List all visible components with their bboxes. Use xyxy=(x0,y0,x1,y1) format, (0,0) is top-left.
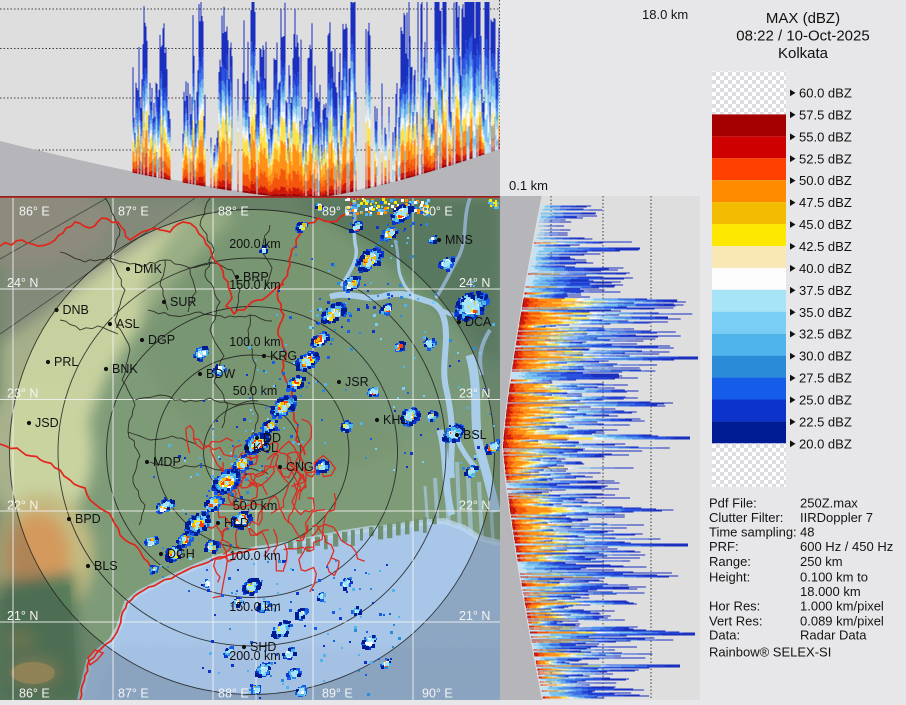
svg-text:08:22 / 10-Oct-2025: 08:22 / 10-Oct-2025 xyxy=(736,28,869,45)
svg-text:KOL: KOL xyxy=(253,441,278,455)
svg-text:47.5 dBZ: 47.5 dBZ xyxy=(799,195,852,210)
svg-text:52.5 dBZ: 52.5 dBZ xyxy=(799,151,852,166)
svg-text:MDP: MDP xyxy=(153,455,181,469)
svg-text:150.0 km: 150.0 km xyxy=(229,278,280,292)
svg-text:18.000 km: 18.000 km xyxy=(800,584,861,599)
svg-text:ASL: ASL xyxy=(116,317,140,331)
svg-text:57.5 dBZ: 57.5 dBZ xyxy=(799,107,852,122)
svg-text:86° E: 86° E xyxy=(19,205,50,219)
svg-text:24° N: 24° N xyxy=(7,276,38,290)
svg-text:35.0 dBZ: 35.0 dBZ xyxy=(799,305,852,320)
svg-text:DGP: DGP xyxy=(148,333,175,347)
svg-text:25.0 dBZ: 25.0 dBZ xyxy=(799,393,852,408)
svg-text:22° N: 22° N xyxy=(459,499,490,513)
svg-text:18.0 km: 18.0 km xyxy=(642,7,688,22)
svg-text:86° E: 86° E xyxy=(19,687,50,701)
svg-text:Hor Res:: Hor Res: xyxy=(709,599,760,614)
svg-text:100.0 km: 100.0 km xyxy=(229,549,280,563)
svg-text:40.0 dBZ: 40.0 dBZ xyxy=(799,261,852,276)
svg-text:DD: DD xyxy=(263,431,281,445)
svg-text:DCA: DCA xyxy=(465,315,492,329)
svg-text:87° E: 87° E xyxy=(118,205,149,219)
svg-text:600 Hz / 450 Hz: 600 Hz / 450 Hz xyxy=(800,539,893,554)
svg-text:88° E: 88° E xyxy=(218,205,249,219)
svg-text:250Z.max: 250Z.max xyxy=(800,496,858,511)
svg-text:0.1 km: 0.1 km xyxy=(509,178,548,193)
svg-text:21° N: 21° N xyxy=(459,609,490,623)
svg-text:100.0 km: 100.0 km xyxy=(229,335,280,349)
svg-text:45.0 dBZ: 45.0 dBZ xyxy=(799,217,852,232)
svg-text:42.5 dBZ: 42.5 dBZ xyxy=(799,239,852,254)
svg-text:1.000 km/pixel: 1.000 km/pixel xyxy=(800,599,884,614)
svg-text:BSL: BSL xyxy=(463,428,487,442)
svg-text:27.5 dBZ: 27.5 dBZ xyxy=(799,371,852,386)
svg-text:87° E: 87° E xyxy=(118,687,149,701)
svg-text:MNS: MNS xyxy=(445,233,473,247)
svg-text:Rainbow® SELEX-SI: Rainbow® SELEX-SI xyxy=(709,645,831,660)
svg-text:23° N: 23° N xyxy=(459,387,490,401)
svg-text:DNB: DNB xyxy=(63,303,89,317)
svg-text:24° N: 24° N xyxy=(459,276,490,290)
svg-text:50.0 km: 50.0 km xyxy=(233,384,277,398)
svg-text:37.5 dBZ: 37.5 dBZ xyxy=(799,283,852,298)
svg-text:22.5 dBZ: 22.5 dBZ xyxy=(799,415,852,430)
svg-text:60.0 dBZ: 60.0 dBZ xyxy=(799,86,852,101)
svg-text:BNK: BNK xyxy=(112,362,138,376)
svg-text:88° E: 88° E xyxy=(218,687,249,701)
svg-text:90° E: 90° E xyxy=(422,205,453,219)
svg-text:200.0 km: 200.0 km xyxy=(229,237,280,251)
svg-text:MAX (dBZ): MAX (dBZ) xyxy=(766,10,840,27)
svg-text:200.0 km: 200.0 km xyxy=(229,649,280,663)
svg-text:Height:: Height: xyxy=(709,570,750,585)
svg-text:PRF:: PRF: xyxy=(709,539,739,554)
svg-text:89° E: 89° E xyxy=(322,205,353,219)
svg-text:50.0 dBZ: 50.0 dBZ xyxy=(799,173,852,188)
svg-text:BLS: BLS xyxy=(94,559,118,573)
svg-text:22° N: 22° N xyxy=(7,499,38,513)
svg-text:IIRDoppler 7: IIRDoppler 7 xyxy=(800,510,873,525)
svg-text:Clutter Filter:: Clutter Filter: xyxy=(709,510,783,525)
svg-text:0.089 km/pixel: 0.089 km/pixel xyxy=(800,614,884,629)
svg-text:JSD: JSD xyxy=(35,416,59,430)
svg-text:SHD: SHD xyxy=(250,640,276,654)
svg-text:21° N: 21° N xyxy=(7,609,38,623)
svg-text:30.0 dBZ: 30.0 dBZ xyxy=(799,349,852,364)
svg-text:Kolkata: Kolkata xyxy=(778,45,829,62)
svg-text:90° E: 90° E xyxy=(422,687,453,701)
svg-text:Data:: Data: xyxy=(709,628,740,643)
svg-text:89° E: 89° E xyxy=(322,687,353,701)
svg-text:0.100 km to: 0.100 km to xyxy=(800,570,868,585)
svg-text:DGH: DGH xyxy=(167,547,195,561)
svg-text:50.0 km: 50.0 km xyxy=(233,499,277,513)
svg-text:Vert Res:: Vert Res: xyxy=(709,614,762,629)
svg-text:BPD: BPD xyxy=(75,512,101,526)
svg-text:55.0 dBZ: 55.0 dBZ xyxy=(799,129,852,144)
svg-text:20.0 dBZ: 20.0 dBZ xyxy=(799,436,852,451)
svg-text:BRP: BRP xyxy=(243,270,269,284)
svg-text:150.0 km: 150.0 km xyxy=(229,600,280,614)
svg-text:JSR: JSR xyxy=(345,375,369,389)
svg-text:SUR: SUR xyxy=(170,295,196,309)
svg-text:Time sampling:: Time sampling: xyxy=(709,525,797,540)
svg-text:KRG: KRG xyxy=(270,349,297,363)
svg-text:KHL: KHL xyxy=(383,413,407,427)
svg-text:Pdf File:: Pdf File: xyxy=(709,496,757,511)
svg-text:Range:: Range: xyxy=(709,554,751,569)
svg-text:BDW: BDW xyxy=(206,367,235,381)
svg-text:23° N: 23° N xyxy=(7,387,38,401)
svg-text:32.5 dBZ: 32.5 dBZ xyxy=(799,327,852,342)
svg-text:HLD: HLD xyxy=(224,516,249,530)
svg-text:DMK: DMK xyxy=(134,262,162,276)
svg-text:250 km: 250 km xyxy=(800,554,843,569)
svg-text:Radar Data: Radar Data xyxy=(800,628,867,643)
svg-text:48: 48 xyxy=(800,525,814,540)
svg-text:PRL: PRL xyxy=(54,355,78,369)
svg-text:CNG: CNG xyxy=(286,460,314,474)
